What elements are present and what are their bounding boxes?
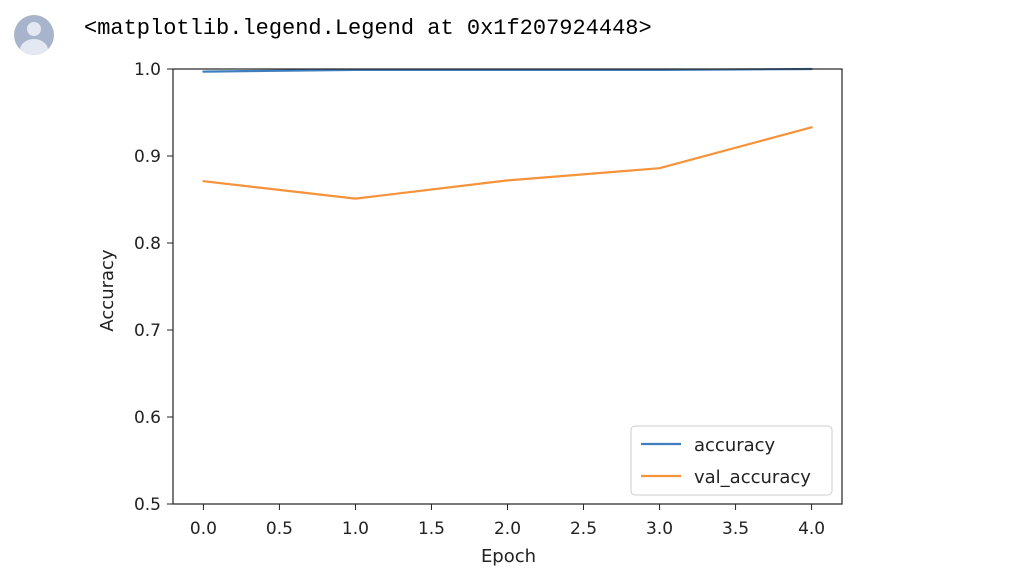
legend-label-val-accuracy: val_accuracy [694,467,811,488]
y-tick-label: 0.8 [134,234,161,254]
y-axis-label: Accuracy [97,249,118,332]
x-tick-label: 0.5 [266,519,293,539]
x-tick-label: 3.0 [646,519,673,539]
x-tick-label: 0.0 [190,519,217,539]
avatar-shoulders [20,39,48,55]
x-tick-label: 4.0 [798,519,825,539]
legend-box [630,425,833,496]
user-avatar-icon [14,15,54,55]
x-tick-label: 1.0 [342,519,369,539]
x-tick-label: 2.0 [494,519,521,539]
cell-output-text: <matplotlib.legend.Legend at 0x1f2079244… [84,16,652,41]
x-tick-label: 3.5 [722,519,749,539]
x-tick-label: 1.5 [418,519,445,539]
avatar-head [27,22,41,36]
x-axis-label: Epoch [481,546,536,567]
y-tick-label: 0.9 [134,147,161,167]
x-tick-label: 2.5 [570,519,597,539]
y-tick-label: 0.7 [134,321,161,341]
y-tick-label: 0.5 [134,495,161,515]
y-tick-label: 1.0 [134,60,161,80]
series-line-val-accuracy [202,126,813,200]
y-tick-label: 0.6 [134,408,161,428]
legend-label-accuracy: accuracy [694,435,776,456]
